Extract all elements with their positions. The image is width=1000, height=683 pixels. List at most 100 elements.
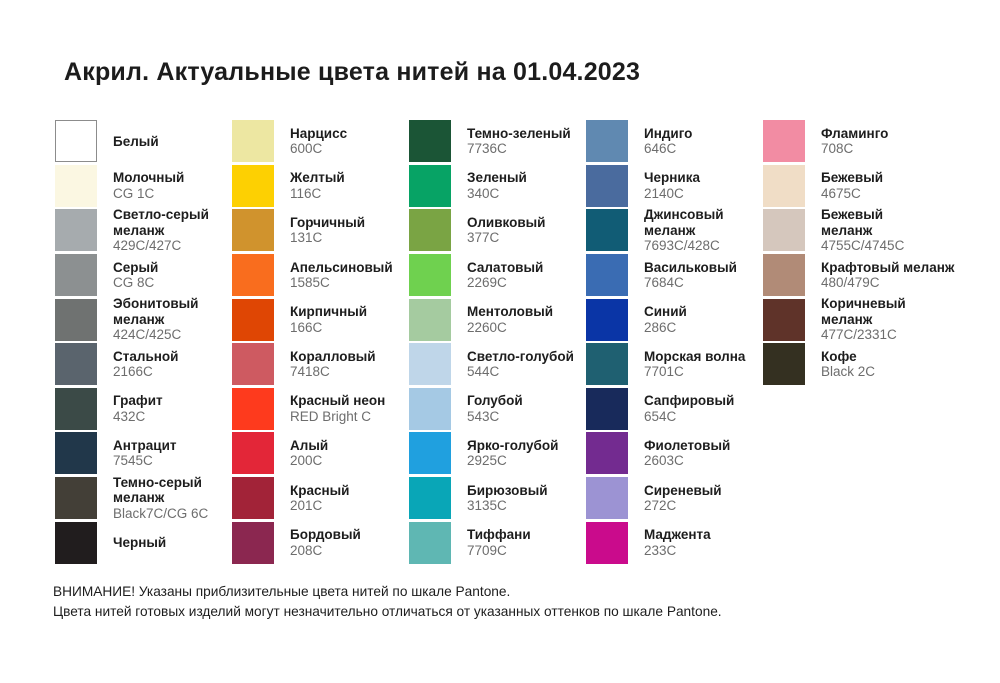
color-swatch: [586, 209, 628, 252]
color-name: Черный: [113, 534, 167, 550]
color-label: Морская волна 7701C: [644, 349, 745, 380]
color-item: Коралловый 7418C: [232, 342, 409, 387]
color-swatch: [55, 164, 97, 207]
footer-note: ВНИМАНИЕ! Указаны приблизительные цвета …: [53, 582, 722, 621]
color-item: Бежевый 4675C: [763, 164, 940, 209]
color-label: Фламинго 708C: [821, 126, 888, 157]
color-label: Горчичный 131C: [290, 215, 365, 246]
color-name: Эбонитовый меланж: [113, 296, 199, 327]
color-code: 233C: [644, 542, 677, 558]
color-name: Оливковый: [467, 214, 546, 230]
color-name: Серый: [113, 259, 159, 275]
color-code: CG 8C: [113, 275, 155, 291]
color-name: Апельсиновый: [290, 259, 393, 275]
color-label: Апельсиновый 1585C: [290, 260, 393, 291]
color-code: 2260C: [467, 319, 507, 335]
color-name: Коричневый меланж: [821, 296, 906, 327]
color-code: 166C: [290, 319, 323, 335]
color-swatch: [586, 387, 628, 430]
color-name: Зеленый: [467, 170, 527, 186]
color-label: Ментоловый 2260C: [467, 304, 553, 335]
color-item: Сапфировый 654C: [586, 387, 763, 432]
color-name: Фламинго: [821, 125, 889, 141]
color-name: Кофе: [821, 348, 857, 364]
color-name: Молочный: [113, 170, 185, 186]
color-label: Салатовый 2269C: [467, 260, 543, 291]
color-item: Бордовый 208C: [232, 520, 409, 565]
color-label: Оливковый 377C: [467, 215, 545, 246]
color-name: Салатовый: [467, 259, 544, 275]
color-code: 208C: [290, 542, 323, 558]
color-name: Белый: [113, 133, 159, 149]
color-name: Темно-серый меланж: [113, 474, 202, 506]
color-label: Светло-голубой 544C: [467, 349, 574, 380]
color-item: Антрацит 7545C: [55, 431, 232, 476]
color-swatch: [409, 521, 451, 564]
color-swatch: [409, 164, 451, 207]
color-label: Графит 432C: [113, 393, 163, 424]
color-code: 116C: [290, 185, 322, 201]
color-item: Темно-зеленый 7736C: [409, 119, 586, 164]
color-label: Темно-зеленый 7736C: [467, 126, 571, 157]
color-item: Фиолетовый 2603C: [586, 431, 763, 476]
color-label: Коричневый меланж 477C/2331C: [821, 296, 906, 343]
color-code: 2140C: [644, 185, 684, 201]
color-code: 7684C: [644, 275, 684, 291]
color-item: Коричневый меланж 477C/2331C: [763, 296, 940, 343]
color-code: 7701C: [644, 364, 684, 380]
color-swatch: [55, 209, 97, 252]
color-code: 2269C: [467, 275, 507, 291]
color-code: 477C/2331C: [821, 327, 897, 343]
color-label: Черника 2140C: [644, 170, 700, 201]
color-swatch: [763, 209, 805, 252]
color-name: Коралловый: [290, 348, 376, 364]
swatch-column: Белый Молочный CG 1C Светло-серый меланж 429…: [55, 119, 232, 565]
color-label: Белый: [113, 134, 159, 150]
color-swatch: [232, 254, 274, 297]
color-swatch: [232, 209, 274, 252]
color-name: Сапфировый: [644, 393, 735, 409]
color-swatch: [55, 298, 97, 341]
color-name: Тиффани: [467, 527, 531, 543]
color-item: Молочный CG 1C: [55, 164, 232, 209]
color-swatch: [55, 254, 97, 297]
color-code: 131C: [290, 230, 323, 246]
color-code: Black7C/CG 6C: [113, 505, 209, 521]
color-item: Ярко-голубой 2925C: [409, 431, 586, 476]
color-item: Эбонитовый меланж 424C/425C: [55, 296, 232, 343]
color-swatch: [409, 432, 451, 475]
color-item: Тиффани 7709C: [409, 520, 586, 565]
color-swatch: [586, 254, 628, 297]
color-label: Зеленый 340C: [467, 170, 527, 201]
color-name: Нарцисс: [290, 125, 348, 141]
color-label: Ярко-голубой 2925C: [467, 438, 558, 469]
color-item: Красный 201C: [232, 476, 409, 521]
color-name: Графит: [113, 393, 163, 409]
color-code: 654C: [644, 408, 677, 424]
color-swatch: [55, 387, 97, 430]
color-name: Бирюзовый: [467, 482, 548, 498]
color-item: Джинсовый меланж 7693C/428C: [586, 207, 763, 253]
color-name: Крафтовый меланж: [821, 259, 955, 275]
color-swatch: [409, 387, 451, 430]
color-label: Кирпичный 166C: [290, 304, 367, 335]
color-swatch: [232, 343, 274, 386]
color-item: Индиго 646C: [586, 119, 763, 164]
color-item: Ментоловый 2260C: [409, 297, 586, 342]
color-swatch: [232, 521, 274, 564]
swatch-grid: Белый Молочный CG 1C Светло-серый меланж 429…: [55, 119, 955, 565]
color-name: Сиреневый: [644, 482, 722, 498]
color-item: Голубой 543C: [409, 387, 586, 432]
color-name: Антрацит: [113, 437, 177, 453]
color-code: 2166C: [113, 364, 153, 380]
color-swatch: [586, 521, 628, 564]
color-name: Ярко-голубой: [467, 437, 559, 453]
color-label: Маджента 233C: [644, 527, 711, 558]
color-swatch: [55, 343, 97, 386]
color-label: Голубой 543C: [467, 393, 523, 424]
color-swatch: [586, 298, 628, 341]
color-swatch: [763, 254, 805, 297]
color-label: Эбонитовый меланж 424C/425C: [113, 296, 198, 343]
footer-line-2: Цвета нитей готовых изделий могут незнач…: [53, 603, 722, 619]
